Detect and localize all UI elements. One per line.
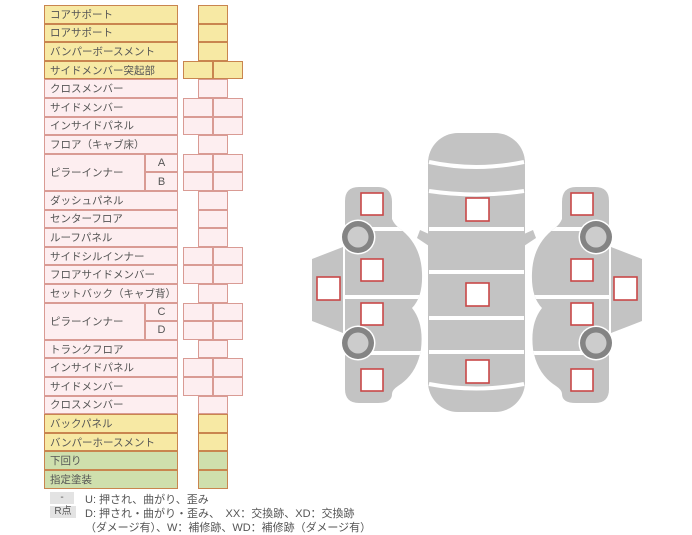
damage-cell[interactable] (183, 172, 213, 191)
damage-cell[interactable] (183, 321, 213, 340)
damage-cell[interactable] (183, 265, 213, 284)
part-row-label: トランクフロア (44, 339, 178, 359)
damage-cell[interactable] (183, 153, 213, 173)
damage-marker[interactable] (360, 302, 384, 326)
damage-marker[interactable] (465, 197, 490, 222)
part-row-label: バンパーホースメント (44, 432, 178, 452)
damage-cell[interactable] (213, 321, 243, 340)
damage-cell[interactable] (198, 395, 228, 415)
pillar-sub-label: B (145, 172, 178, 191)
part-row-label: フロアサイドメンバー (44, 265, 178, 284)
damage-cell[interactable] (198, 79, 228, 98)
part-row-label: クロスメンバー (44, 395, 178, 415)
damage-cell[interactable] (213, 358, 243, 377)
part-row-label: サイドシルインナー (44, 246, 178, 266)
part-row-label: 下回り (44, 451, 178, 470)
damage-marker[interactable] (360, 368, 384, 392)
damage-marker[interactable] (360, 192, 384, 216)
part-row-label: バックパネル (44, 414, 178, 433)
damage-cell[interactable] (198, 135, 228, 154)
damage-cell[interactable] (198, 5, 228, 24)
left-side-view (312, 187, 423, 403)
damage-cell[interactable] (198, 284, 228, 303)
damage-cell[interactable] (213, 377, 243, 396)
damage-cell[interactable] (198, 470, 228, 489)
part-row-label: サイドメンバー突起部 (44, 60, 178, 80)
damage-cell[interactable] (213, 116, 243, 136)
right-mirror-icon (524, 230, 536, 246)
damage-cell[interactable] (213, 246, 243, 266)
damage-cell[interactable] (213, 302, 243, 322)
damage-cell[interactable] (198, 432, 228, 452)
part-row-label: インサイドパネル (44, 116, 178, 136)
pillar-sub-label: D (145, 321, 178, 340)
damage-cell[interactable] (213, 172, 243, 191)
pillar-sub-label: C (145, 302, 178, 322)
legend-line-u: U: 押され、曲がり、歪み (85, 494, 209, 506)
damage-cell[interactable] (183, 377, 213, 396)
damage-cell[interactable] (198, 414, 228, 433)
damage-cell[interactable] (198, 42, 228, 61)
part-row-label: ピラーインナー (44, 153, 145, 191)
damage-cell[interactable] (213, 153, 243, 173)
damage-cell[interactable] (213, 60, 243, 80)
part-row-label: センターフロア (44, 209, 178, 229)
part-row-label: クロスメンバー (44, 79, 178, 98)
damage-cell[interactable] (183, 116, 213, 136)
part-row-label: コアサポート (44, 5, 178, 24)
damage-cell[interactable] (198, 339, 228, 359)
damage-cell[interactable] (213, 98, 243, 117)
damage-marker[interactable] (465, 282, 490, 307)
damage-marker[interactable] (360, 258, 384, 282)
damage-cell[interactable] (183, 98, 213, 117)
damage-cell[interactable] (198, 451, 228, 470)
damage-marker[interactable] (316, 276, 341, 301)
damage-cell[interactable] (183, 60, 213, 80)
right-side-view (526, 187, 642, 403)
damage-cell[interactable] (183, 358, 213, 377)
left-mirror-icon (417, 230, 429, 246)
legend-line-d: D: 押され・曲がり・歪み、 XX：交換跡、XD：交換跡 (85, 508, 355, 520)
damage-cell[interactable] (198, 191, 228, 210)
legend-badge-minus: - (50, 492, 74, 504)
damage-cell[interactable] (198, 23, 228, 43)
pillar-sub-label: A (145, 153, 178, 173)
damage-marker[interactable] (465, 359, 490, 384)
part-row-label: サイドメンバー (44, 98, 178, 117)
part-row-label: インサイドパネル (44, 358, 178, 377)
damage-cell[interactable] (183, 246, 213, 266)
damage-cell[interactable] (198, 209, 228, 229)
damage-cell[interactable] (183, 302, 213, 322)
damage-cell[interactable] (213, 265, 243, 284)
part-row-label: サイドメンバー (44, 377, 178, 396)
car-diagram (312, 133, 690, 412)
legend-line-d-cont: （ダメージ有）、W：補修跡、WD：補修跡（ダメージ有） (85, 522, 372, 534)
part-row-label: 指定塗装 (44, 470, 178, 489)
part-row-label: ルーフパネル (44, 228, 178, 247)
top-view (417, 133, 536, 412)
part-row-label: フロア（キャブ床） (44, 135, 178, 154)
part-row-label: セットバック（キャブ背） (44, 284, 178, 303)
part-row-label: ダッシュパネル (44, 191, 178, 210)
part-row-label: バンパーボースメント (44, 42, 178, 61)
panel-divider-lines (428, 160, 525, 391)
legend-badge-r: R点 (50, 506, 76, 518)
damage-cell[interactable] (198, 228, 228, 247)
part-row-label: ピラーインナー (44, 302, 145, 340)
part-row-label: ロアサポート (44, 23, 178, 43)
